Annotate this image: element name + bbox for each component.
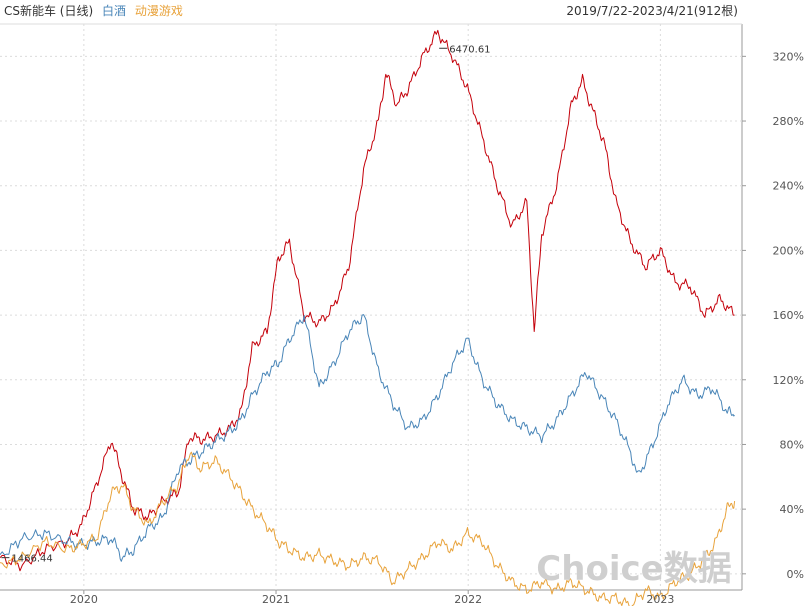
y-tick-label: 0% xyxy=(787,568,804,581)
y-axis-ticks: 0% 40% 80% 120% 160% 200% 240% 280% 320% xyxy=(742,50,804,581)
x-tick-label: 2023 xyxy=(646,593,674,606)
date-range: 2019/7/22-2023/4/21(912根) xyxy=(566,4,738,18)
legend: CS新能车 (日线) 白酒 动漫游戏 xyxy=(4,3,183,18)
series-line-2 xyxy=(0,451,736,606)
series-line-1 xyxy=(0,314,735,562)
x-axis-ticks: 2020 2021 2022 2023 xyxy=(70,590,674,606)
y-tick-label: 40% xyxy=(780,503,804,516)
y-tick-label: 160% xyxy=(773,309,804,322)
gridlines xyxy=(0,23,743,591)
svg-text:CS新能车 (日线) 白酒 动漫游戏: CS新能车 (日线) 白酒 动漫游戏 xyxy=(4,3,183,18)
y-tick-label: 80% xyxy=(780,438,804,451)
y-tick-label: 320% xyxy=(773,50,804,63)
annotation-label: 1466.44 xyxy=(11,554,52,565)
series-lines xyxy=(0,29,736,606)
legend-label-baijiu: 白酒 xyxy=(102,3,126,18)
legend-label-cs-new-energy-vehicle: CS新能车 (日线) xyxy=(4,3,93,18)
y-tick-label: 200% xyxy=(773,244,804,257)
annotations: 6470.61 1466.44 xyxy=(1,44,491,565)
legend-label-anime-games: 动漫游戏 xyxy=(135,4,183,18)
y-tick-label: 280% xyxy=(773,115,804,128)
series-line-0 xyxy=(0,29,735,572)
y-tick-label: 240% xyxy=(773,180,804,193)
x-tick-label: 2021 xyxy=(262,593,290,606)
annotation-label: 6470.61 xyxy=(449,44,490,55)
x-tick-label: 2022 xyxy=(454,593,482,606)
y-tick-label: 120% xyxy=(773,374,804,387)
x-tick-label: 2020 xyxy=(70,593,98,606)
watermark: Choice数据 xyxy=(536,549,731,589)
